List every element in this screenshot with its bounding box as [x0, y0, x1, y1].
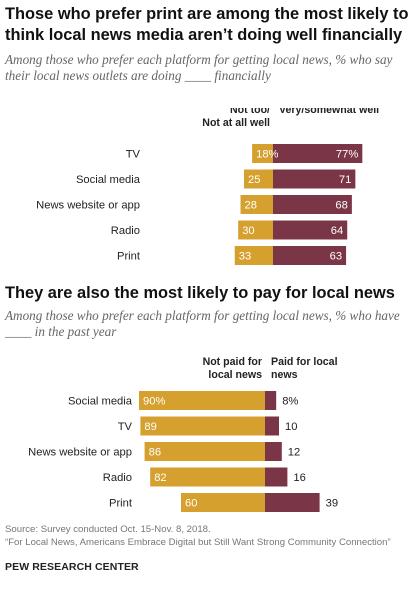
category-label-print: Print [117, 251, 141, 263]
category-label-radio: Radio [103, 472, 132, 484]
value-label-not-paid-for-local-news-news-website-or-app: 86 [149, 447, 161, 459]
legend-header-paid-for-local-news-line-0: Paid for local [271, 356, 338, 368]
bar-paid-for-local-news-social-media [265, 391, 277, 410]
category-label-radio: Radio [111, 225, 140, 237]
bar-not-too-not-at-all-well-social-media [244, 169, 273, 189]
bar-not-paid-for-local-news-social-media [139, 391, 265, 410]
value-label-very-somewhat-well-tv: 77% [336, 149, 358, 161]
bar-very-somewhat-well-news-website-or-app [273, 195, 352, 214]
value-label-paid-for-local-news-news-website-or-app: 12 [288, 447, 300, 459]
value-label-not-too-not-at-all-well-social-media: 25 [248, 174, 260, 186]
bar-paid-for-local-news-radio [265, 467, 288, 487]
legend-header-not-paid-for-local-news-line-1: local news [208, 369, 262, 381]
value-label-not-paid-for-local-news-social-media: 90% [143, 396, 165, 408]
category-label-social-media: Social media [76, 174, 141, 186]
legend-header-paid-for-local-news-line-1: news [271, 369, 298, 381]
value-label-paid-for-local-news-tv: 10 [285, 421, 297, 433]
bar-not-paid-for-local-news-radio [150, 467, 265, 487]
source-note: Source: Survey conducted Oct. 15-Nov. 8,… [5, 524, 211, 535]
report-title-note: “For Local News, Americans Embrace Digit… [5, 537, 391, 548]
bar-not-too-not-at-all-well-print [234, 246, 273, 265]
value-label-paid-for-local-news-radio: 16 [293, 472, 305, 484]
chart2-title: They are also the most likely to pay for… [5, 284, 395, 302]
chart1-subtitle: Among those who prefer each platform for… [5, 52, 393, 83]
chart1-title: Those who prefer print are among the mos… [5, 5, 409, 44]
pew-brand-logo: PEW RESEARCH CENTER [5, 561, 139, 573]
value-label-not-too-not-at-all-well-news-website-or-app: 28 [245, 200, 257, 212]
category-label-tv: TV [118, 421, 133, 433]
bar-very-somewhat-well-radio [273, 220, 348, 240]
bar-not-paid-for-local-news-news-website-or-app [144, 442, 265, 461]
category-label-news-website-or-app: News website or app [28, 447, 132, 459]
bar-paid-for-local-news-tv [265, 416, 279, 436]
legend-header-not-paid-for-local-news-line-0: Not paid for [203, 356, 262, 368]
chart1-svg: Not too/Not at all well Very/somewhat wel… [36, 108, 379, 265]
bar-paid-for-local-news-print [265, 493, 320, 512]
value-label-very-somewhat-well-news-website-or-app: 68 [335, 200, 347, 212]
category-label-print: Print [109, 498, 133, 510]
category-label-news-website-or-app: News website or app [36, 200, 140, 212]
bar-not-paid-for-local-news-print [181, 493, 265, 512]
category-label-tv: TV [126, 149, 141, 161]
value-label-very-somewhat-well-social-media: 71 [339, 174, 351, 186]
legend-header-not-too-not-at-all-well-line-1: Not at all well [202, 117, 270, 129]
value-label-paid-for-local-news-print: 39 [326, 498, 338, 510]
value-label-not-paid-for-local-news-radio: 82 [154, 472, 166, 484]
bar-very-somewhat-well-social-media [273, 169, 356, 189]
legend-header-very-somewhat-well-line-0: Very/somewhat well [279, 108, 379, 116]
legend-header-not-too-not-at-all-well-line-0: Not too/ [230, 108, 270, 116]
value-label-not-paid-for-local-news-print: 60 [185, 498, 197, 510]
value-label-very-somewhat-well-print: 63 [330, 251, 342, 263]
bar-paid-for-local-news-news-website-or-app [265, 442, 282, 461]
value-label-not-too-not-at-all-well-radio: 30 [242, 225, 254, 237]
bar-not-too-not-at-all-well-news-website-or-app [240, 195, 273, 214]
value-label-paid-for-local-news-social-media: 8% [282, 396, 298, 408]
bar-not-too-not-at-all-well-radio [238, 220, 273, 240]
value-label-not-paid-for-local-news-tv: 89 [144, 421, 156, 433]
bar-very-somewhat-well-print [273, 246, 347, 265]
value-label-not-too-not-at-all-well-print: 33 [239, 251, 251, 263]
value-label-not-too-not-at-all-well-tv: 18% [256, 149, 278, 161]
bar-not-paid-for-local-news-tv [140, 416, 265, 436]
bar-not-too-not-at-all-well-tv [252, 144, 273, 163]
bar-very-somewhat-well-tv [273, 144, 363, 163]
category-label-social-media: Social media [68, 396, 133, 408]
chart2-subtitle: Among those who prefer each platform for… [5, 308, 400, 339]
value-label-very-somewhat-well-radio: 64 [331, 225, 343, 237]
